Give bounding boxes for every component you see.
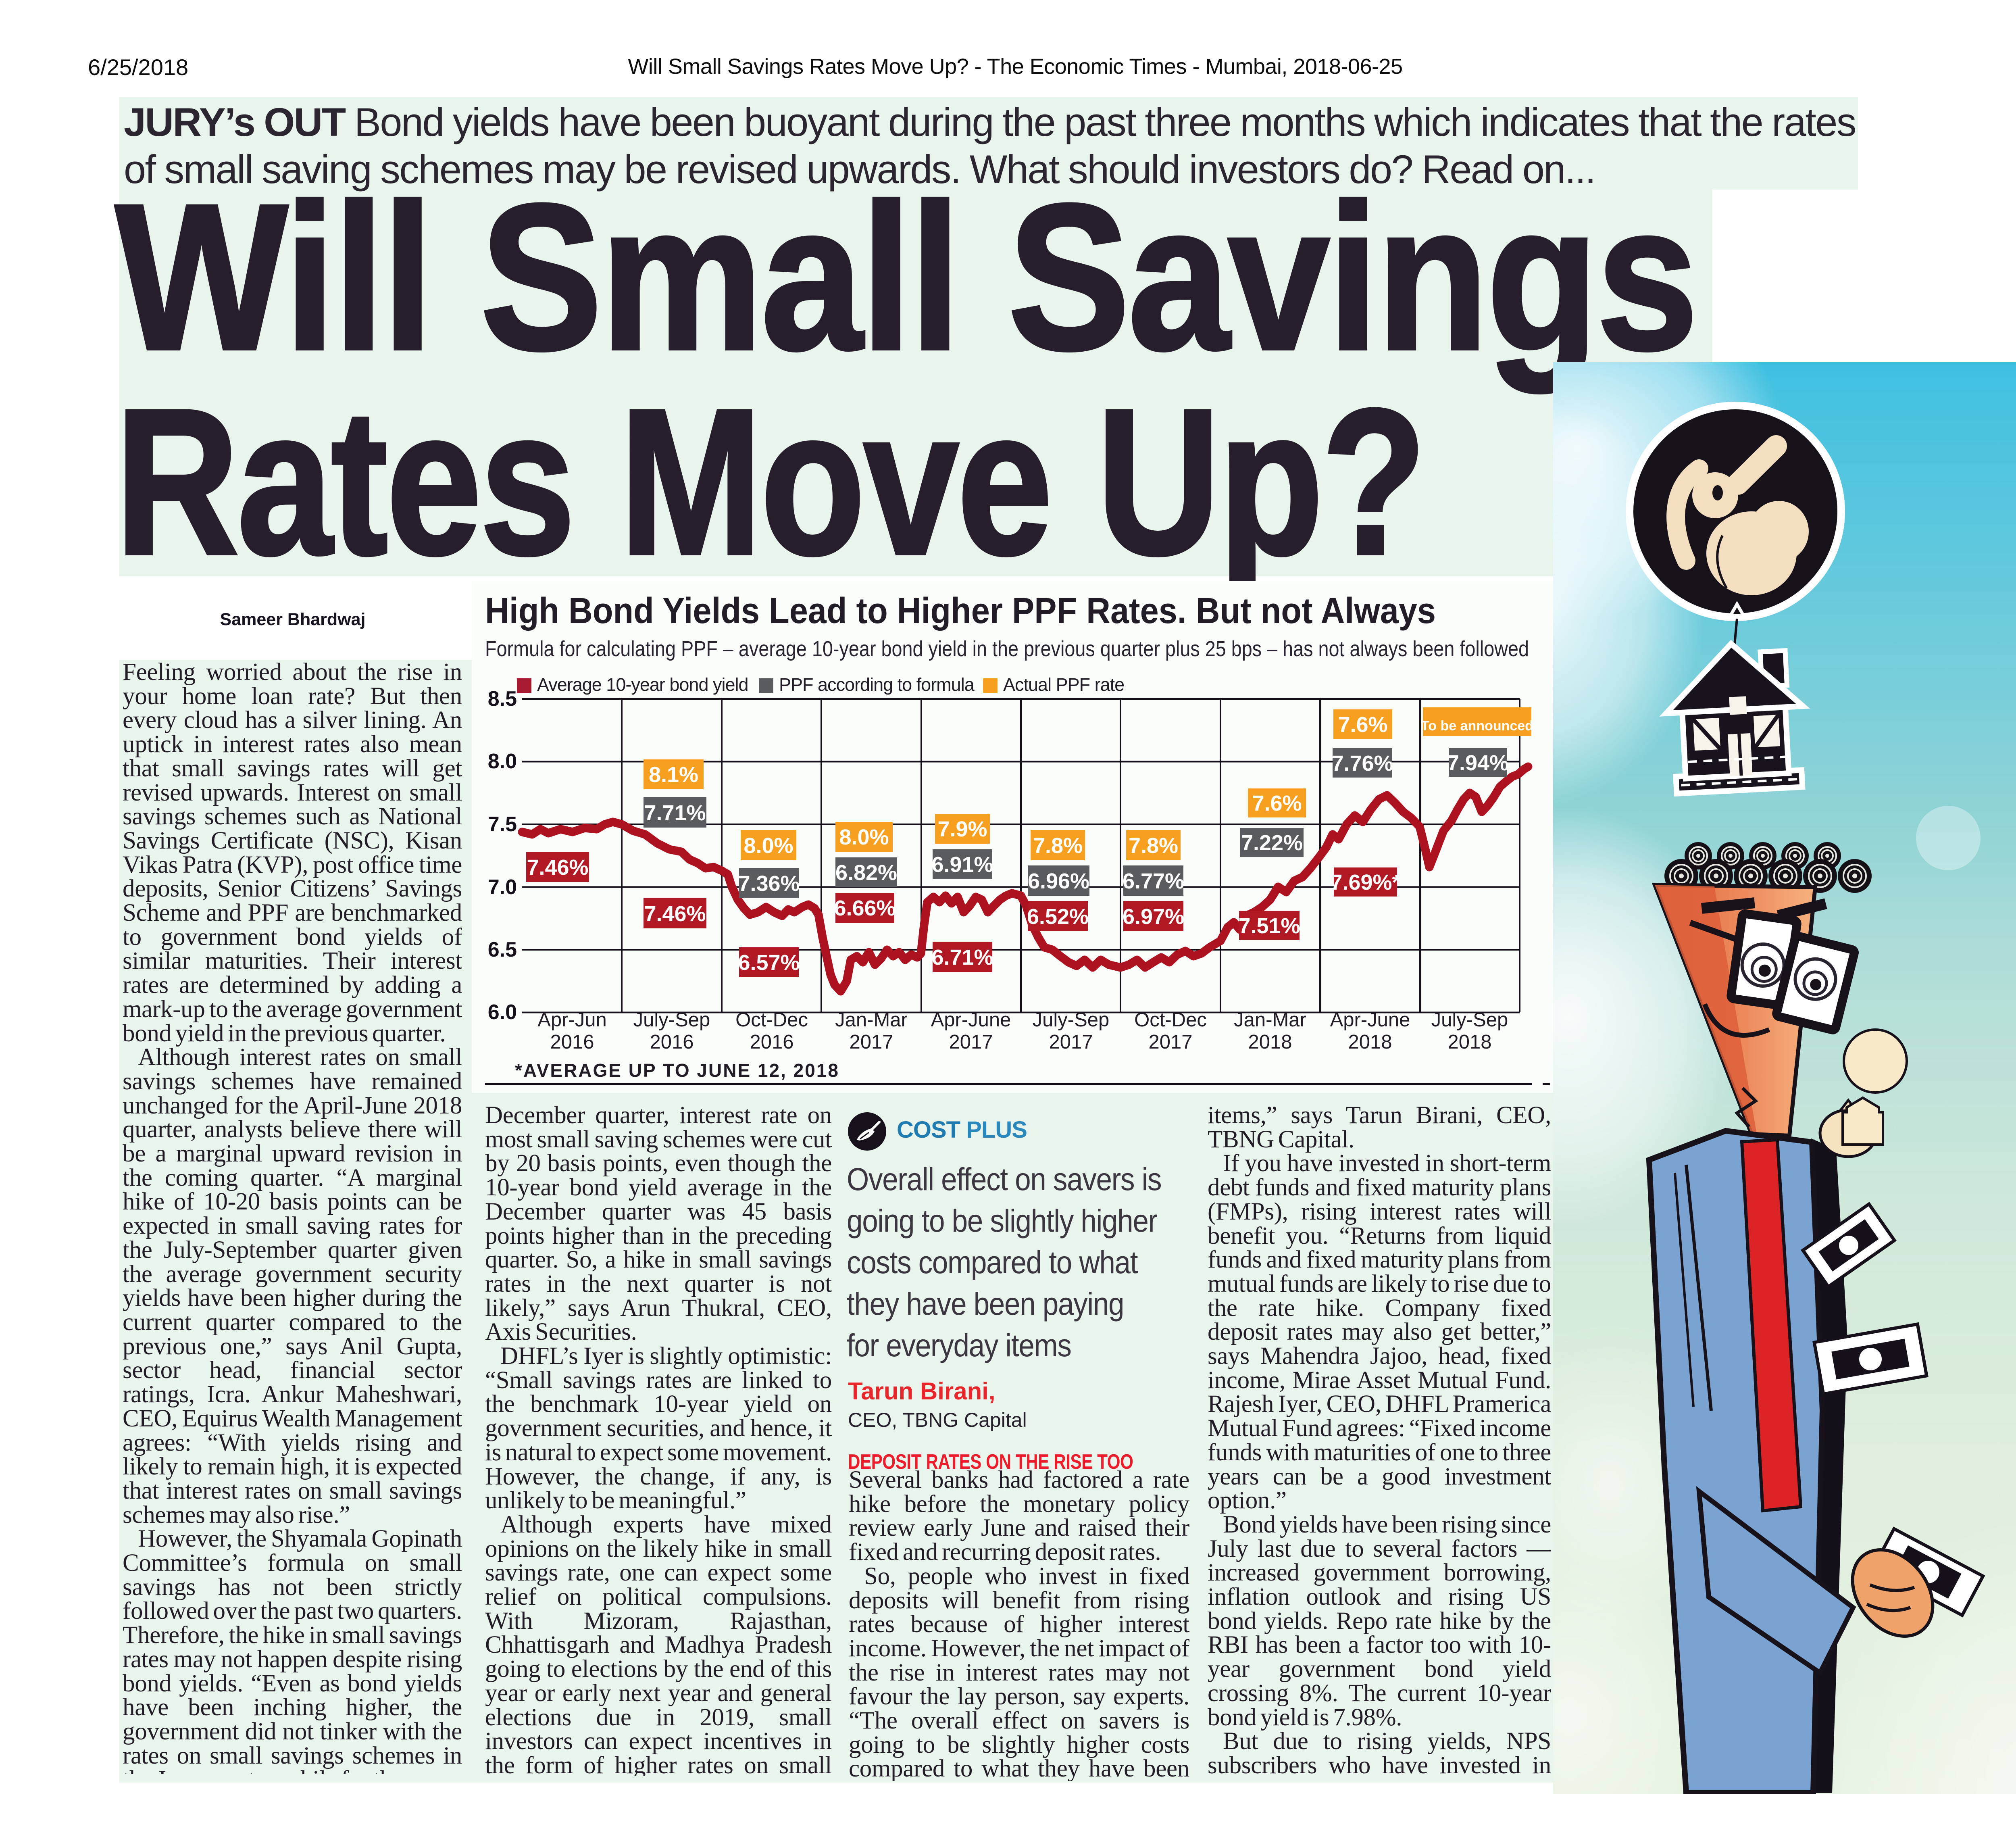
svg-text:7.6%: 7.6% [1338,713,1387,737]
svg-text:2016: 2016 [650,1031,694,1053]
svg-text:8.0: 8.0 [488,750,517,773]
svg-text:PPF according to formula: PPF according to formula [779,674,975,695]
svg-text:Apr-June: Apr-June [931,1009,1011,1031]
svg-text:7.76%: 7.76% [1331,751,1393,776]
svg-text:7.94%: 7.94% [1447,751,1509,775]
svg-text:2017: 2017 [1148,1031,1192,1053]
svg-text:2017: 2017 [1049,1031,1093,1053]
svg-text:2017: 2017 [849,1031,893,1053]
svg-text:6.66%: 6.66% [834,896,896,920]
svg-text:7.46%: 7.46% [644,902,706,926]
svg-text:6.77%: 6.77% [1123,869,1184,893]
svg-text:To be announced: To be announced [1421,718,1533,734]
svg-text:2016: 2016 [750,1031,793,1053]
svg-text:Apr-Jun: Apr-Jun [537,1009,607,1031]
svg-text:6.71%: 6.71% [931,945,993,970]
svg-text:7.69%*: 7.69%* [1330,870,1400,894]
svg-text:July-Sep: July-Sep [1033,1009,1110,1031]
svg-text:7.46%: 7.46% [527,855,588,880]
svg-text:7.51%: 7.51% [1238,914,1300,938]
svg-text:7.8%: 7.8% [1033,834,1083,858]
svg-text:Jan-Mar: Jan-Mar [835,1009,908,1031]
svg-text:7.9%: 7.9% [937,817,987,841]
svg-text:7.8%: 7.8% [1129,834,1178,858]
svg-text:6.0: 6.0 [488,1001,517,1024]
svg-text:Oct-Dec: Oct-Dec [735,1009,808,1031]
svg-text:6.82%: 6.82% [835,861,897,885]
svg-text:Oct-Dec: Oct-Dec [1134,1009,1207,1031]
svg-text:6.52%: 6.52% [1027,905,1089,929]
svg-text:8.0%: 8.0% [839,825,889,849]
svg-text:2017: 2017 [949,1031,993,1053]
svg-text:July-Sep: July-Sep [1431,1009,1508,1031]
svg-text:Formula for calculating PPF –: Formula for calculating PPF – average 10… [485,637,1529,661]
svg-text:7.5: 7.5 [488,813,517,836]
svg-text:7.36%: 7.36% [738,872,800,896]
svg-text:8.5: 8.5 [488,687,517,711]
svg-text:*AVERAGE UP TO JUNE 12, 2018: *AVERAGE UP TO JUNE 12, 2018 [515,1060,839,1081]
svg-text:Actual PPF rate: Actual PPF rate [1003,674,1124,695]
svg-text:2018: 2018 [1348,1031,1392,1053]
svg-text:7.22%: 7.22% [1241,831,1303,855]
svg-text:July-Sep: July-Sep [633,1009,710,1031]
svg-text:Average 10-year bond yield: Average 10-year bond yield [537,674,748,695]
svg-text:7.0: 7.0 [488,876,517,899]
svg-text:High Bond Yields Lead to Highe: High Bond Yields Lead to Higher PPF Rate… [485,591,1436,631]
svg-text:7.6%: 7.6% [1252,791,1302,815]
svg-text:Jan-Mar: Jan-Mar [1234,1009,1306,1031]
svg-text:8.0%: 8.0% [744,834,793,858]
svg-text:6.96%: 6.96% [1028,869,1089,893]
svg-text:2016: 2016 [550,1031,594,1053]
svg-text:6.57%: 6.57% [738,951,800,975]
svg-text:Apr-June: Apr-June [1330,1009,1410,1031]
svg-text:6.91%: 6.91% [931,853,993,877]
svg-text:6.97%: 6.97% [1123,905,1184,929]
svg-text:7.71%: 7.71% [644,801,706,825]
svg-text:8.1%: 8.1% [649,763,698,787]
svg-text:6.5: 6.5 [488,938,517,961]
svg-text:2018: 2018 [1248,1031,1292,1053]
svg-text:2018: 2018 [1447,1031,1491,1053]
